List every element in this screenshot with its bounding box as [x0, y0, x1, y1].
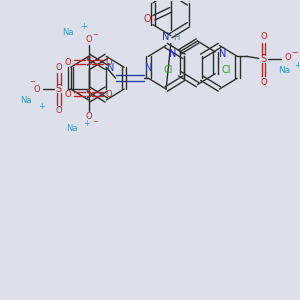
- Text: N: N: [169, 49, 176, 59]
- Text: Na: Na: [278, 66, 290, 75]
- Text: O: O: [144, 14, 151, 24]
- Text: Na: Na: [62, 28, 74, 37]
- Text: −: −: [92, 32, 98, 38]
- Text: Na: Na: [66, 124, 77, 133]
- Text: N: N: [145, 63, 152, 73]
- Text: −: −: [92, 119, 98, 125]
- Text: N: N: [162, 32, 170, 42]
- Text: N: N: [107, 63, 115, 73]
- Text: +: +: [38, 102, 45, 111]
- Text: S: S: [85, 57, 91, 67]
- Text: S: S: [85, 89, 91, 99]
- Text: O: O: [55, 106, 62, 116]
- Text: N: N: [219, 49, 226, 59]
- Text: O: O: [284, 53, 291, 62]
- Text: Na: Na: [20, 97, 32, 106]
- Text: O: O: [55, 63, 62, 72]
- Text: S: S: [260, 54, 266, 64]
- Text: Cl: Cl: [164, 65, 173, 75]
- Text: O: O: [34, 85, 40, 94]
- Text: O: O: [106, 58, 112, 67]
- Text: S: S: [56, 84, 62, 94]
- Text: O: O: [85, 112, 92, 121]
- Text: +: +: [80, 22, 87, 31]
- Text: O: O: [85, 35, 92, 44]
- Text: O: O: [260, 78, 267, 87]
- Text: O: O: [106, 89, 112, 98]
- Text: +: +: [83, 119, 90, 128]
- Text: −: −: [30, 79, 35, 85]
- Text: H: H: [173, 33, 180, 42]
- Text: Cl: Cl: [222, 65, 231, 75]
- Text: O: O: [65, 89, 71, 98]
- Text: O: O: [65, 58, 71, 67]
- Text: O: O: [260, 32, 267, 41]
- Text: −: −: [291, 48, 298, 57]
- Text: +: +: [295, 61, 300, 70]
